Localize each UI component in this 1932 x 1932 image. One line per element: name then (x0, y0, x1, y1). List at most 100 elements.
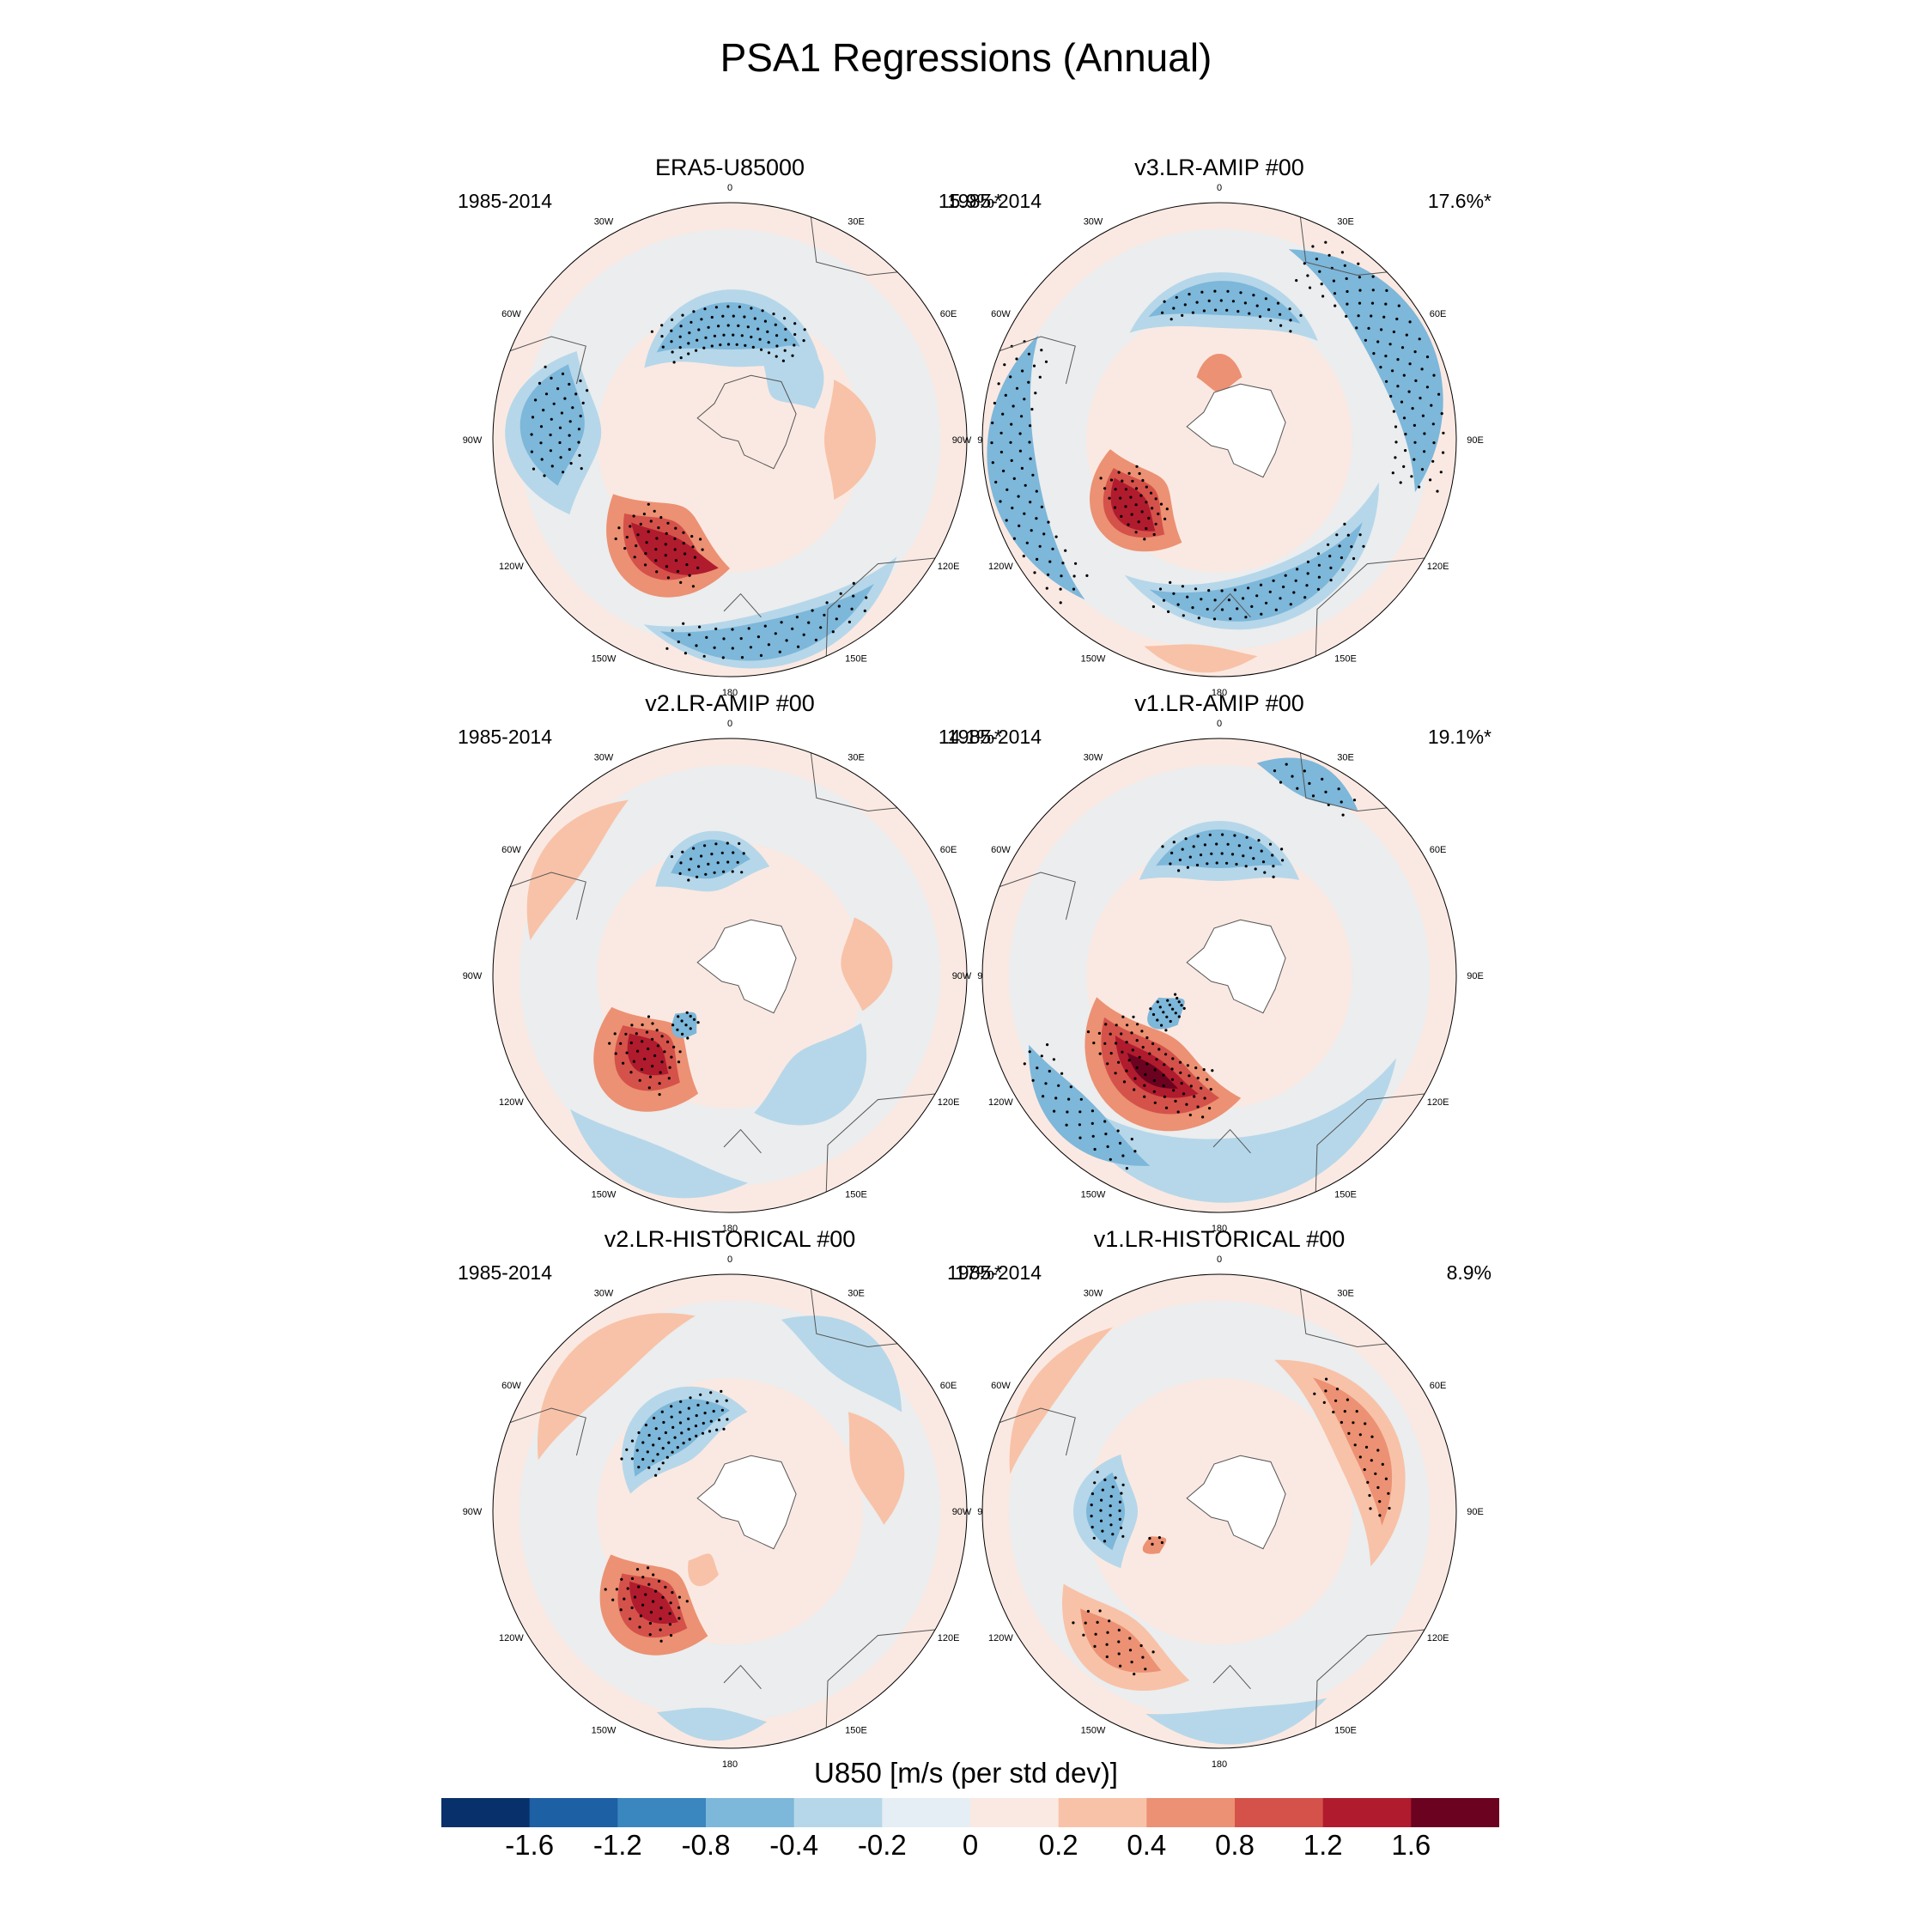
significance-dot (1400, 400, 1404, 404)
significance-dot (1053, 1109, 1056, 1113)
significance-dot (722, 637, 726, 641)
significance-dot (693, 556, 696, 559)
significance-dot (636, 1049, 640, 1053)
significance-dot (1219, 299, 1223, 302)
longitude-label: 0 (727, 183, 732, 193)
significance-dot (1148, 1536, 1151, 1540)
significance-dot (1084, 1621, 1087, 1625)
significance-dot (1203, 843, 1206, 847)
significance-dot (1272, 865, 1275, 868)
significance-dot (568, 382, 571, 386)
significance-dot (694, 1425, 698, 1428)
significance-dot (649, 519, 653, 523)
significance-dot (1040, 505, 1043, 508)
significance-dot (865, 596, 868, 599)
significance-dot (731, 647, 734, 650)
colorbar-box (706, 1798, 795, 1827)
significance-dot (1117, 1640, 1121, 1643)
significance-dot (689, 1027, 692, 1030)
significance-dot (625, 536, 629, 539)
significance-dot (819, 626, 823, 629)
significance-dot (767, 351, 771, 355)
significance-dot (671, 1591, 674, 1595)
longitude-label: 150W (592, 1190, 617, 1200)
longitude-label: 0 (727, 719, 732, 729)
significance-dot (1098, 1609, 1102, 1613)
significance-dot (1132, 1015, 1135, 1018)
significance-dot (1093, 1644, 1097, 1648)
significance-dot (1074, 562, 1078, 565)
significance-dot (775, 344, 779, 348)
significance-dot (991, 461, 994, 465)
significance-dot (646, 1450, 649, 1454)
significance-dot (688, 1437, 691, 1441)
significance-dot (661, 345, 665, 349)
significance-dot (1152, 532, 1156, 537)
significance-dot (1029, 501, 1032, 504)
longitude-label: 60W (991, 309, 1011, 319)
significance-dot (725, 1399, 728, 1402)
colorbar-tick-label: -0.2 (857, 1829, 907, 1861)
map-border (981, 202, 1457, 677)
significance-dot (1272, 579, 1275, 582)
significance-dot (1140, 1030, 1144, 1033)
significance-dot (569, 462, 573, 465)
longitude-label: 60W (501, 845, 521, 855)
significance-dot (630, 1439, 635, 1443)
significance-dot (1193, 1095, 1196, 1098)
significance-dot (1118, 1500, 1122, 1504)
significance-dot (695, 349, 698, 352)
significance-dot (1192, 845, 1195, 848)
significance-dot (647, 1086, 651, 1090)
significance-dot (682, 1442, 685, 1445)
longitude-label: 90W (952, 1507, 972, 1517)
significance-dot (1163, 1095, 1166, 1098)
significance-dot (1186, 595, 1189, 598)
significance-dot (666, 521, 670, 525)
significance-dot (1340, 800, 1343, 804)
significance-dot (1114, 1476, 1117, 1479)
significance-dot (678, 1411, 682, 1414)
significance-dot (696, 875, 699, 878)
significance-dot (637, 1431, 641, 1435)
significance-dot (1172, 592, 1176, 595)
significance-dot (705, 635, 708, 639)
significance-dot (667, 1077, 671, 1080)
significance-dot (579, 379, 582, 383)
significance-dot (1163, 517, 1167, 520)
significance-dot (1108, 1619, 1111, 1623)
significance-dot (643, 1057, 647, 1060)
new-zealand-coastline (723, 1128, 762, 1154)
significance-dot (1295, 279, 1298, 283)
significance-dot (1180, 1082, 1183, 1085)
significance-dot (1151, 1650, 1155, 1654)
significance-dot (1321, 295, 1325, 298)
significance-dot (1120, 1526, 1123, 1529)
anomaly-lobe (1086, 1472, 1125, 1551)
significance-dot (778, 650, 781, 653)
significance-dot (1245, 835, 1249, 839)
significance-dot (1133, 1088, 1136, 1091)
significance-dot (1133, 1673, 1136, 1676)
significance-dot (1067, 1097, 1071, 1101)
significance-dot (1206, 862, 1209, 866)
significance-dot (1440, 412, 1443, 416)
significance-dot (1408, 320, 1412, 324)
significance-dot (1012, 404, 1015, 408)
longitude-label: 60E (1430, 1381, 1447, 1391)
significance-dot (1093, 1481, 1097, 1485)
longitude-label: 30W (1084, 752, 1103, 762)
significance-dot (837, 605, 841, 608)
significance-dot (716, 861, 720, 865)
panel-v1-amip: v1.LR-AMIP #00 1985-2014 19.1%* 0 30E 60E 9… (947, 690, 1492, 1234)
significance-dot (1117, 1060, 1121, 1064)
significance-dot (1340, 1420, 1343, 1425)
significance-dot (540, 458, 544, 461)
significance-dot (1109, 1052, 1113, 1055)
significance-dot (784, 327, 787, 331)
significance-dot (1230, 853, 1235, 856)
significance-dot (685, 1011, 689, 1014)
figure-title: PSA1 Regressions (Annual) (720, 35, 1212, 80)
significance-dot (1384, 1477, 1388, 1480)
significance-dot (531, 416, 535, 419)
